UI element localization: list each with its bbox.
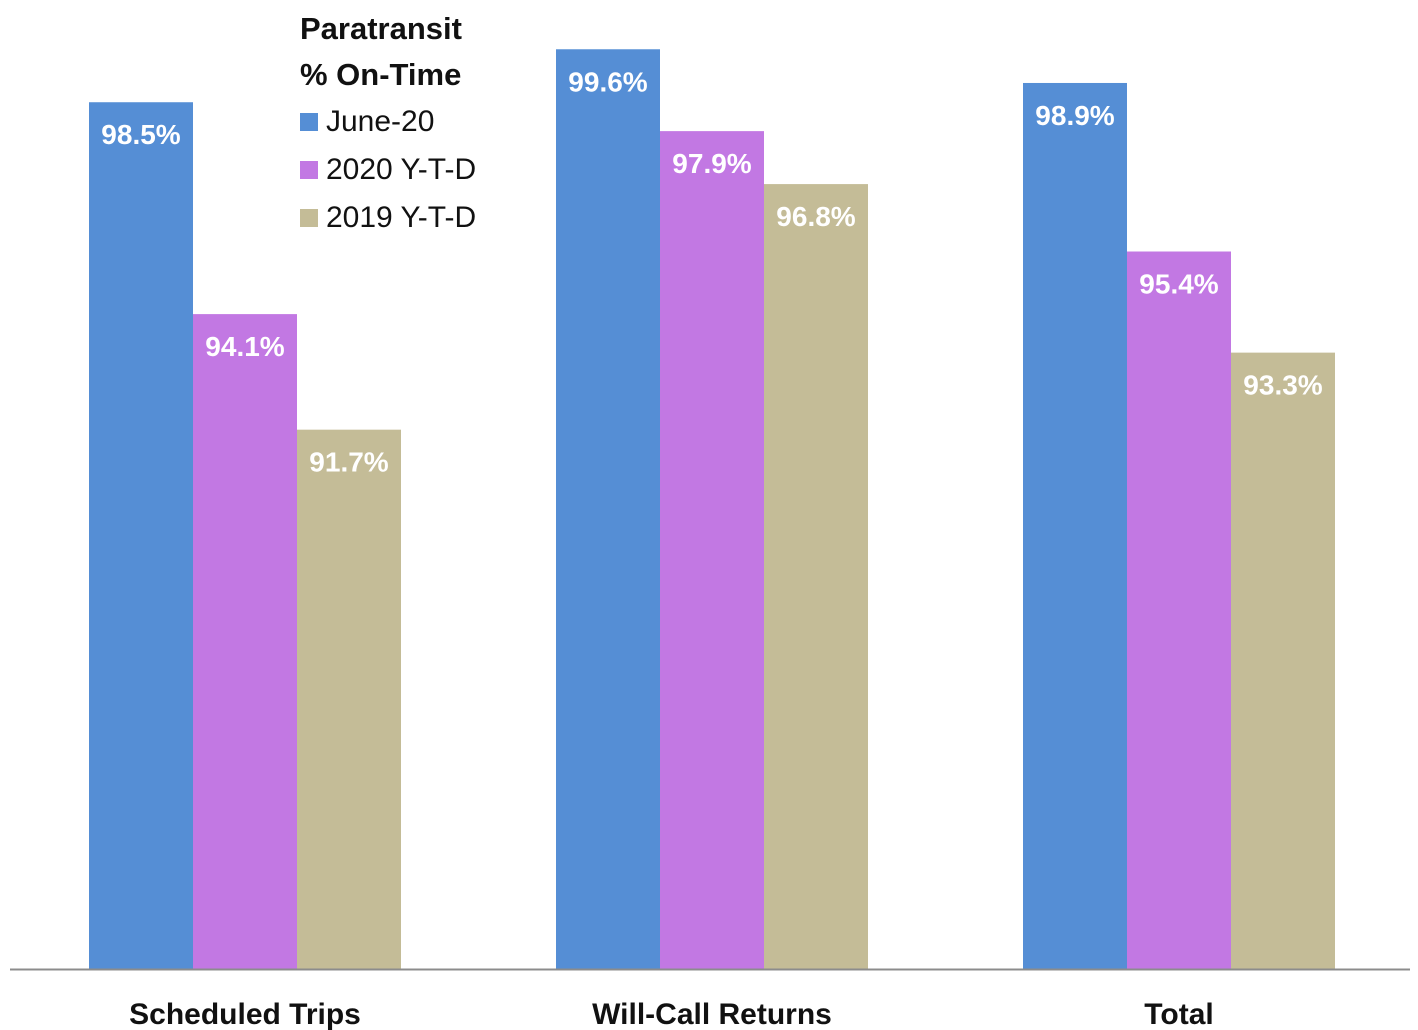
bar-will-call-returns-june-20 [556,49,660,970]
bar-label-will-call-returns-june-20: 99.6% [568,66,647,97]
bar-label-scheduled-trips-2020-y-t-d: 94.1% [205,331,284,362]
legend-title-line1: Paratransit [300,11,462,46]
bars [89,49,1335,970]
bar-total-2019-y-t-d [1231,352,1335,970]
bar-label-scheduled-trips-june-20: 98.5% [101,119,180,150]
bar-label-will-call-returns-2020-y-t-d: 97.9% [672,148,751,179]
legend-title-line2: % On-Time [300,57,462,92]
legend-label-june-20: June-20 [326,105,435,138]
category-label-scheduled-trips: Scheduled Trips [129,998,361,1030]
legend-label-2019-ytd: 2019 Y-T-D [326,201,477,234]
legend-item-2019-ytd: 2019 Y-T-D [300,194,476,242]
legend-swatch-2019-ytd [300,209,318,227]
legend: Paratransit % On-Time June-20 2020 Y-T-D… [300,6,476,242]
bar-scheduled-trips-2020-y-t-d [193,314,297,970]
bar-label-will-call-returns-2019-y-t-d: 96.8% [776,201,855,232]
bar-label-total-june-20: 98.9% [1035,100,1114,131]
bar-total-june-20 [1023,82,1127,969]
bar-will-call-returns-2020-y-t-d [660,131,764,970]
category-label-total: Total [1144,998,1213,1030]
bar-total-2020-y-t-d [1127,251,1231,969]
bar-scheduled-trips-june-20 [89,102,193,969]
legend-item-2020-ytd: 2020 Y-T-D [300,146,476,194]
legend-item-june-20: June-20 [300,98,476,146]
bar-label-scheduled-trips-2019-y-t-d: 91.7% [309,447,388,478]
category-label-will-call-returns: Will-Call Returns [592,998,832,1030]
category-labels: Scheduled Trips Will-Call Returns Total [129,998,1214,1030]
bar-value-labels: 98.5% 94.1% 91.7% 99.6% 97.9% 96.8% 98.9% 95.4%… [101,66,1322,477]
legend-label-2020-ytd: 2020 Y-T-D [326,153,477,186]
bar-scheduled-trips-2019-y-t-d [297,429,401,970]
legend-swatch-june-20 [300,113,318,131]
bar-will-call-returns-2019-y-t-d [764,184,868,970]
legend-swatch-2020-ytd [300,161,318,179]
bar-label-total-2020-y-t-d: 95.4% [1139,269,1218,300]
bar-label-total-2019-y-t-d: 93.3% [1243,370,1322,401]
